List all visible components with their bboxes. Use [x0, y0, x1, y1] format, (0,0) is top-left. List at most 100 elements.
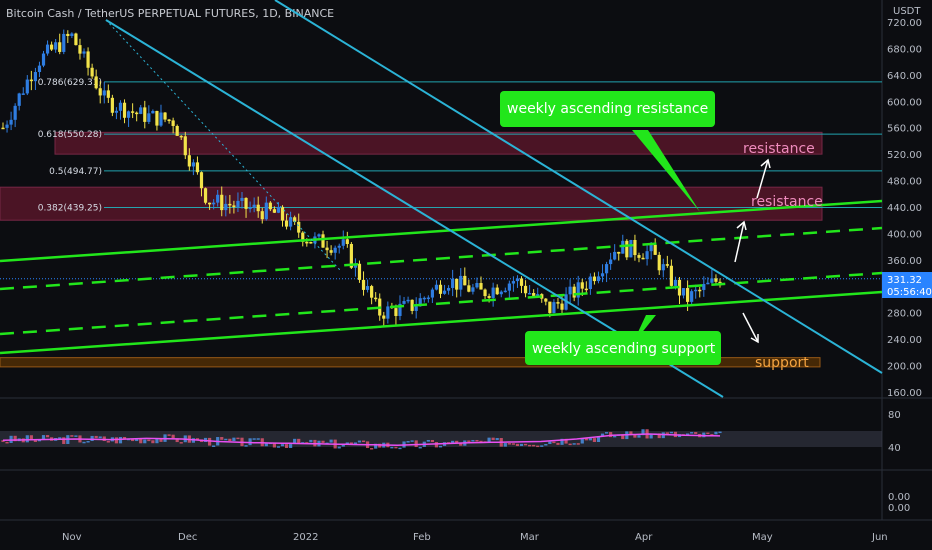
rsi-bar — [588, 438, 592, 441]
rsi-bar — [479, 440, 483, 443]
candle-body — [523, 285, 528, 294]
candle-body — [374, 297, 378, 300]
candle-body — [167, 119, 171, 122]
candle-body — [576, 282, 580, 298]
arrow-down — [742, 312, 759, 344]
descending-channel-upper-line[interactable] — [274, 0, 883, 374]
rsi-bar — [685, 433, 690, 436]
candle-body — [175, 125, 179, 136]
dotted-trend-line — [105, 19, 341, 271]
candle-body — [503, 290, 507, 293]
candle-body — [329, 250, 333, 253]
candle-body — [58, 42, 62, 52]
candle-body — [588, 276, 592, 290]
rsi-bar — [289, 444, 293, 448]
candle-body — [1, 127, 5, 130]
weekly-support-line[interactable] — [0, 290, 883, 355]
candle-body — [317, 234, 321, 237]
resistance-zone[interactable] — [0, 186, 823, 221]
candle-body — [357, 263, 362, 280]
weekly-resistance-line[interactable] — [0, 199, 883, 263]
rsi-moving-average — [2, 433, 721, 446]
candle-body — [66, 33, 70, 36]
weekly-support-callout[interactable] — [525, 331, 721, 365]
candle-body — [641, 257, 645, 260]
price-tick-label: 600.00 — [887, 97, 922, 108]
mid-dashed-upper-line[interactable] — [0, 226, 883, 291]
arrow-up-2 — [756, 158, 771, 199]
candle-body — [122, 102, 127, 118]
candle-body — [673, 279, 678, 286]
price-tick-label: 400.00 — [887, 229, 922, 240]
fib-label: 0.5(494.77) — [49, 167, 102, 177]
candle-body — [94, 76, 98, 89]
rsi-bar — [1, 440, 5, 442]
candle-body — [410, 299, 414, 311]
candle-body — [613, 251, 617, 260]
rsi-bar — [507, 443, 511, 445]
arrow-up-1 — [734, 220, 747, 263]
rsi-bar — [568, 443, 572, 446]
candle-body — [698, 289, 702, 292]
candle-body — [280, 206, 285, 221]
time-tick-label: 2022 — [293, 532, 318, 543]
candle-body — [694, 289, 698, 292]
support-zone[interactable] — [0, 357, 821, 368]
candle-body — [220, 194, 224, 211]
time-axis[interactable]: Nov Dec 2022 Feb Mar Apr May Jun — [62, 532, 888, 543]
candle-body — [74, 33, 78, 46]
candle-body — [560, 303, 564, 310]
time-tick-label: Mar — [520, 532, 540, 543]
resistance-zone[interactable] — [54, 131, 823, 155]
rsi-bar — [511, 443, 516, 445]
weekly-resistance-label: weekly ascending resistance — [507, 101, 708, 117]
candle-body — [714, 278, 718, 282]
rsi-bar — [361, 440, 366, 443]
time-tick-label: Apr — [635, 532, 653, 543]
rsi-bar — [272, 442, 277, 448]
candle-body — [293, 217, 297, 222]
rsi-bar — [467, 440, 471, 442]
rsi-bar — [341, 444, 345, 447]
rsi-bar — [536, 445, 540, 448]
price-tick-label: 360.00 — [887, 256, 922, 267]
rsi-bar — [621, 434, 625, 440]
current-price-value: 331.32 — [887, 275, 922, 286]
rsi-bar — [155, 439, 159, 444]
rsi-bar — [560, 438, 564, 445]
rsi-bar — [515, 443, 520, 447]
rsi-bar — [29, 435, 33, 441]
rsi-bar — [41, 435, 46, 440]
candle-body — [609, 259, 613, 265]
chart-title: Bitcoin Cash / TetherUS PERPETUAL FUTURE… — [6, 7, 335, 20]
candle-body — [187, 155, 191, 167]
rsi-bar — [669, 431, 673, 434]
price-tick-label: 280.00 — [887, 309, 922, 320]
rsi-bar — [244, 445, 248, 447]
annotations-group: weekly ascending resistance weekly ascen… — [500, 91, 823, 371]
candle-body — [690, 291, 694, 302]
candle-body — [207, 202, 212, 205]
rsi-bar — [434, 442, 439, 448]
rsi-bar — [131, 438, 135, 442]
candle-body — [70, 33, 74, 36]
rsi-bar — [600, 433, 605, 437]
candle-body — [236, 200, 240, 207]
candle-body — [82, 51, 86, 54]
rsi-bar — [398, 447, 402, 450]
weekly-resistance-callout[interactable] — [500, 91, 715, 127]
lower-pane-tick-a: 0.00 — [888, 492, 910, 503]
candle-body — [455, 278, 459, 290]
resistance-callout-pointer — [632, 130, 700, 212]
rsi-bar — [118, 437, 123, 444]
rsi-bar — [475, 439, 479, 442]
rsi-bar — [532, 444, 536, 447]
candle-body — [669, 265, 673, 286]
resistance-upper-label: resistance — [743, 141, 815, 157]
weekly-support-label: weekly ascending support — [532, 341, 716, 357]
price-tick-label: 160.00 — [887, 388, 922, 399]
candle-body — [552, 302, 556, 314]
rsi-bar — [548, 441, 552, 445]
candle-body — [386, 306, 390, 319]
